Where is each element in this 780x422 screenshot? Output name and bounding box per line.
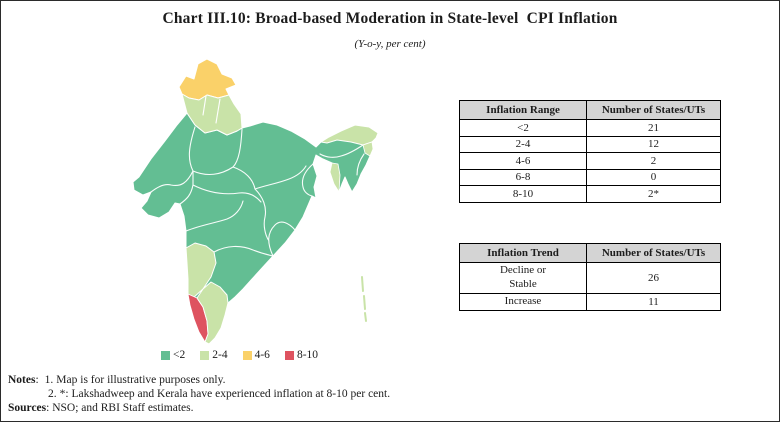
legend-label: 4-6 — [254, 349, 270, 361]
table-row: Decline or Stable 26 — [459, 262, 721, 294]
note-text: Map is for illustrative purposes only. — [56, 374, 226, 386]
table-header-row: Inflation Trend Number of States/UTs — [459, 243, 721, 263]
notes-block: Notes: 1. Map is for illustrative purposes… — [8, 373, 390, 415]
state-borders — [150, 126, 365, 257]
column-header: Inflation Range — [459, 100, 587, 120]
legend-label: <2 — [173, 349, 186, 361]
sources-label: Sources — [8, 402, 47, 415]
table-cell: 2* — [586, 185, 721, 203]
chart-subtitle: (Y-o-y, per cent) — [354, 38, 426, 50]
table-cell: 12 — [586, 135, 721, 153]
map-legend: <2 2-4 4-6 8-10 — [161, 349, 318, 361]
inflation-range-table: Inflation Range Number of States/UTs <2 21… — [459, 100, 721, 203]
legend-swatch — [242, 350, 252, 360]
table-row: 8-10 2* — [459, 185, 721, 203]
table-row: Increase 11 — [459, 292, 721, 311]
legend-item: 4-6 — [242, 349, 270, 361]
table-cell: 2 — [586, 152, 721, 170]
note-number: 1. — [44, 374, 54, 386]
note-text: *: Lakshadweep and Kerala have experienc… — [59, 388, 391, 401]
legend-label: 8-10 — [296, 349, 319, 361]
table-cell: Decline or Stable — [459, 262, 587, 294]
legend-item: <2 — [161, 349, 185, 361]
table-cell: 11 — [586, 292, 721, 311]
table-row: <2 21 — [459, 119, 721, 137]
legend-item: 2-4 — [200, 349, 228, 361]
table-cell: 4-6 — [459, 152, 587, 170]
table-cell: 21 — [586, 119, 721, 137]
legend-swatch — [284, 350, 294, 360]
table-row: 2-4 12 — [459, 135, 721, 153]
map-region-tamil-nadu — [196, 281, 229, 345]
note-line-2: 2. *: Lakshadweep and Kerala have experie… — [8, 387, 390, 401]
table-header-row: Inflation Range Number of States/UTs — [459, 100, 721, 120]
legend-swatch — [161, 350, 170, 360]
legend-item: 8-10 — [284, 349, 319, 361]
map-region-karnataka — [185, 242, 217, 299]
sources-line: Sources: NSO; and RBI Staff estimates. — [8, 402, 194, 415]
sources-text: NSO; and RBI Staff estimates. — [52, 402, 194, 415]
legend-label: 2-4 — [212, 349, 228, 361]
inflation-trend-table: Inflation Trend Number of States/UTs Decl… — [459, 243, 721, 311]
note-number: 2. — [48, 388, 57, 401]
map-region-main-body — [132, 112, 379, 345]
table-cell: 2-4 — [459, 135, 587, 153]
table-cell: 6-8 — [459, 168, 587, 186]
chart-title: Chart III.10: Broad-based Moderation in … — [162, 10, 618, 27]
map-region-punjab-himachal-uttarakhand — [181, 93, 243, 136]
table-cell: 26 — [586, 262, 721, 294]
column-header: Number of States/UTs — [586, 100, 721, 120]
legend-swatch — [200, 350, 210, 360]
map-region-arunachal — [320, 124, 379, 146]
column-header: Inflation Trend — [459, 243, 587, 263]
map-region-tripura — [329, 162, 341, 193]
table-row: 6-8 0 — [459, 168, 721, 186]
map-region-nagaland — [362, 141, 374, 157]
column-header: Number of States/UTs — [586, 243, 721, 263]
state-borders-north — [202, 95, 221, 124]
table-cell: <2 — [459, 119, 587, 137]
india-map — [132, 58, 379, 345]
table-row: 4-6 2 — [459, 152, 721, 170]
map-region-andaman-nicobar — [361, 276, 367, 322]
map-region-jammu-kashmir — [178, 58, 237, 101]
table-cell: Increase — [459, 292, 587, 311]
note-line-1: Notes: 1. Map is for illustrative purposes… — [8, 374, 226, 386]
notes-label: Notes — [8, 374, 36, 386]
table-cell: 0 — [586, 168, 721, 186]
table-cell: 8-10 — [459, 185, 587, 203]
